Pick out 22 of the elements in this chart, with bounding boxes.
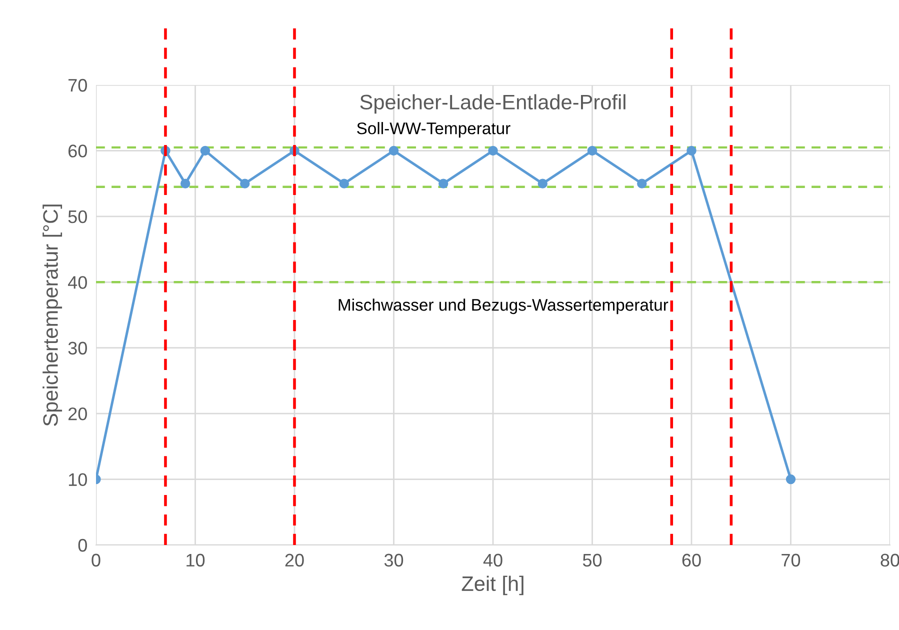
- x-axis-title: Zeit [h]: [462, 576, 524, 596]
- ref-line-label: Soll-WW-Temperatur: [357, 122, 510, 138]
- y-tick-label: 50: [68, 210, 87, 224]
- y-tick-label: 0: [78, 538, 87, 552]
- x-tick-label: 10: [186, 554, 205, 567]
- x-tick-label: 80: [880, 554, 899, 567]
- x-tick-label: 40: [483, 554, 502, 567]
- y-tick-label: 20: [68, 408, 87, 420]
- x-tick-label: 60: [682, 554, 701, 567]
- x-tick-label: 0: [92, 554, 100, 567]
- y-tick-label: 30: [68, 342, 87, 355]
- ref-line-label: Mischwasser und Bezugs-Wassertemperatur: [338, 298, 668, 314]
- x-tick-label: 20: [285, 554, 304, 567]
- x-tick-label: 70: [782, 554, 800, 567]
- y-tick-label: 70: [68, 78, 87, 92]
- y-tick-label: 60: [68, 144, 87, 158]
- chart-title: Speicher-Lade-Entlade-Profil: [360, 94, 626, 114]
- x-tick-label: 30: [384, 554, 404, 567]
- x-tick-label: 50: [582, 554, 602, 567]
- y-tick-label: 10: [68, 473, 87, 486]
- y-axis-title: Speichertemperatur [°C]: [42, 204, 62, 426]
- y-tick-label: 40: [68, 276, 87, 289]
